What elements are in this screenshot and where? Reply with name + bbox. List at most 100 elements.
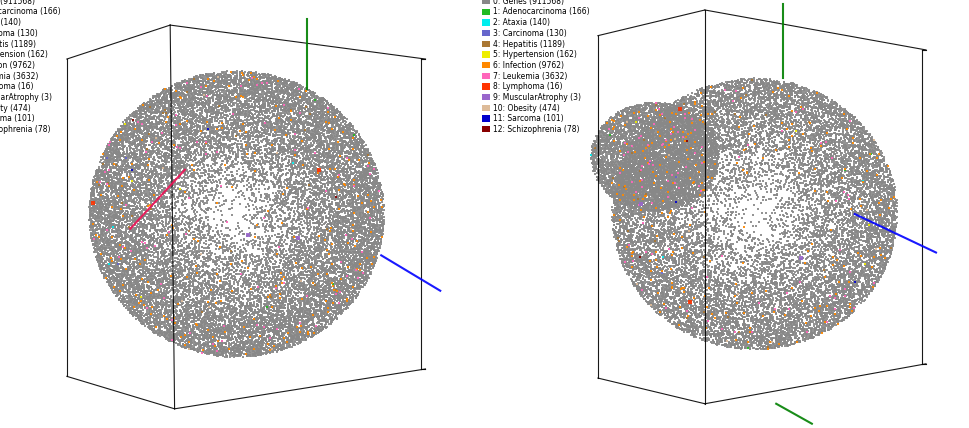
- Point: [339, 135, 355, 142]
- Point: [172, 117, 188, 124]
- Point: [320, 279, 335, 286]
- Point: [858, 140, 873, 146]
- Point: [799, 166, 815, 173]
- Point: [264, 247, 279, 254]
- Point: [216, 343, 232, 350]
- Point: [186, 89, 202, 95]
- Point: [628, 199, 643, 205]
- Point: [652, 234, 668, 241]
- Point: [243, 339, 259, 345]
- Point: [366, 205, 382, 211]
- Point: [770, 156, 786, 163]
- Point: [359, 146, 374, 153]
- Point: [824, 306, 839, 312]
- Point: [176, 307, 192, 314]
- Point: [112, 131, 128, 138]
- Point: [314, 152, 329, 159]
- Point: [138, 149, 153, 155]
- Point: [646, 139, 662, 146]
- Point: [851, 125, 866, 132]
- Point: [155, 163, 171, 169]
- Point: [294, 312, 309, 319]
- Point: [168, 323, 183, 330]
- Point: [703, 137, 719, 143]
- Point: [349, 160, 364, 167]
- Point: [674, 152, 690, 158]
- Point: [606, 159, 621, 166]
- Point: [363, 261, 379, 268]
- Point: [242, 292, 258, 299]
- Point: [663, 199, 678, 206]
- Point: [667, 246, 682, 253]
- Point: [218, 90, 234, 97]
- Point: [736, 172, 752, 178]
- Point: [181, 260, 197, 267]
- Point: [857, 152, 872, 159]
- Point: [93, 219, 109, 226]
- Point: [605, 175, 620, 181]
- Point: [284, 98, 299, 104]
- Point: [846, 167, 861, 174]
- Point: [802, 282, 818, 288]
- Point: [685, 164, 701, 171]
- Point: [601, 160, 616, 166]
- Point: [844, 294, 860, 301]
- Point: [682, 101, 698, 108]
- Point: [825, 183, 840, 190]
- Point: [262, 245, 277, 252]
- Point: [665, 184, 680, 191]
- Point: [707, 115, 723, 122]
- Point: [832, 110, 848, 117]
- Point: [851, 243, 866, 250]
- Point: [333, 257, 349, 264]
- Point: [701, 149, 716, 155]
- Point: [680, 184, 696, 190]
- Point: [836, 280, 852, 287]
- Point: [730, 80, 745, 86]
- Point: [143, 184, 159, 190]
- Point: [83, 192, 99, 199]
- Point: [297, 305, 312, 312]
- Point: [327, 285, 342, 291]
- Point: [340, 263, 356, 270]
- Point: [677, 208, 693, 215]
- Point: [663, 208, 678, 215]
- Point: [213, 153, 229, 160]
- Point: [866, 149, 882, 155]
- Point: [620, 237, 636, 244]
- Point: [236, 93, 252, 100]
- Point: [172, 154, 188, 161]
- Point: [138, 186, 153, 193]
- Point: [598, 141, 613, 148]
- Point: [135, 121, 150, 128]
- Point: [710, 272, 726, 279]
- Point: [662, 197, 677, 204]
- Point: [177, 125, 193, 131]
- Point: [281, 314, 297, 321]
- Point: [780, 310, 796, 317]
- Point: [637, 195, 652, 202]
- Point: [792, 256, 807, 262]
- Point: [808, 99, 824, 106]
- Point: [630, 145, 645, 152]
- Point: [794, 265, 809, 271]
- Point: [639, 164, 654, 171]
- Point: [834, 140, 850, 147]
- Point: [213, 94, 229, 101]
- Point: [301, 292, 317, 299]
- Point: [701, 196, 716, 203]
- Point: [753, 181, 768, 187]
- Point: [295, 85, 310, 92]
- Point: [177, 194, 193, 201]
- Point: [150, 183, 166, 190]
- Point: [213, 276, 229, 282]
- Point: [114, 167, 130, 174]
- Point: [159, 314, 174, 321]
- Point: [347, 270, 362, 276]
- Point: [262, 341, 277, 348]
- Point: [304, 333, 320, 340]
- Point: [128, 249, 143, 256]
- Point: [730, 98, 745, 104]
- Point: [319, 130, 334, 137]
- Point: [234, 300, 250, 306]
